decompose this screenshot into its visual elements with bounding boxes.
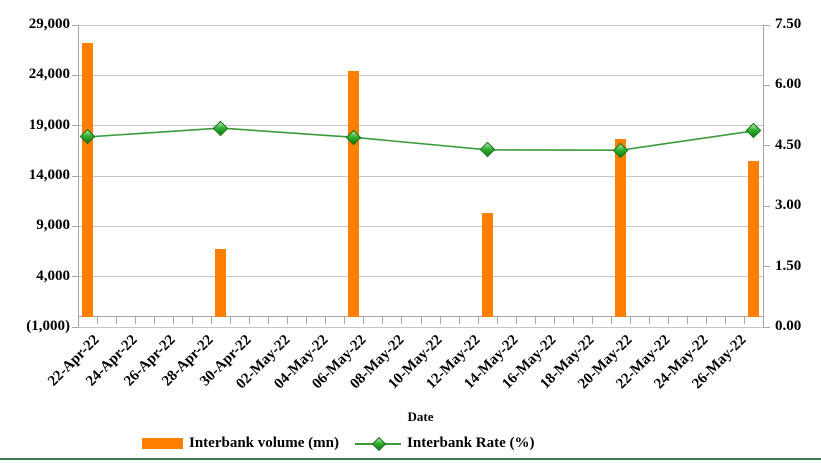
left-axis-tick [72, 24, 78, 26]
left-axis-label: 14,000 [28, 167, 70, 183]
volume-bar [82, 42, 93, 317]
x-axis-tick [743, 316, 745, 324]
legend-rate-diamond-icon [371, 436, 387, 451]
left-axis-line [78, 25, 79, 327]
x-axis-tick [401, 316, 403, 324]
x-axis-tick [363, 316, 365, 324]
left-axis-tick [72, 276, 78, 278]
x-axis-title: Date [407, 409, 434, 424]
left-axis-tick [72, 326, 78, 328]
gridline [78, 276, 763, 278]
gridline [78, 175, 763, 177]
left-axis-tick [72, 74, 78, 76]
page-bottom-border [0, 458, 821, 460]
legend-volume-swatch-icon [142, 437, 183, 449]
x-axis-tick [268, 316, 270, 324]
left-axis-label: 29,000 [28, 16, 70, 32]
x-axis-tick [249, 316, 251, 324]
right-axis-label: 3.00 [775, 197, 802, 214]
gridline [78, 326, 763, 328]
right-axis-tick [763, 145, 770, 147]
right-axis-label: 4.50 [775, 136, 802, 153]
volume-bar [215, 249, 227, 317]
x-axis-tick [496, 316, 498, 324]
x-axis-tick [382, 316, 384, 324]
x-axis-tick [591, 316, 593, 324]
x-axis-tick [572, 316, 574, 324]
x-axis-tick [439, 316, 441, 324]
x-axis-tick [211, 316, 213, 324]
x-axis-tick [705, 316, 707, 324]
volume-bar [348, 71, 360, 317]
x-axis-tick [724, 316, 726, 324]
left-axis-label: (1,000) [26, 318, 70, 334]
right-axis-line [763, 25, 764, 327]
gridline [78, 225, 763, 227]
x-axis-tick [477, 316, 479, 324]
volume-bar [614, 138, 626, 317]
legend-rate-swatch-icon [355, 436, 402, 451]
rate-marker-diamond [479, 142, 495, 158]
legend-volume-label: Interbank volume (mn) [189, 434, 340, 451]
x-axis-tick [154, 316, 156, 324]
rate-marker-diamond [212, 120, 229, 136]
left-axis-tick [72, 175, 78, 177]
legend-rate-label: Interbank Rate (%) [407, 434, 535, 451]
right-axis-label: 0.00 [775, 318, 802, 334]
x-axis-tick [458, 316, 460, 324]
left-axis-tick [72, 125, 78, 127]
x-axis-tick [629, 316, 631, 324]
left-axis-label: 4,000 [36, 267, 70, 284]
x-axis-tick [344, 316, 346, 324]
volume-bar [481, 212, 493, 317]
x-axis-tick [78, 316, 79, 324]
volume-bar [747, 160, 759, 317]
x-axis-tick [287, 316, 289, 324]
left-axis-label: 19,000 [28, 116, 70, 133]
x-axis-tick [116, 316, 118, 324]
x-axis-tick [553, 316, 555, 324]
right-axis-tick [763, 205, 770, 207]
gridline [78, 74, 763, 76]
right-axis-label: 1.50 [775, 257, 802, 274]
left-axis-label: 24,000 [28, 66, 70, 83]
x-axis-tick [667, 316, 669, 324]
right-axis-label: 7.50 [775, 16, 802, 32]
x-axis-tick [173, 316, 175, 324]
x-axis-tick [230, 316, 232, 324]
x-axis-tick [420, 316, 422, 324]
x-axis-tick [686, 316, 688, 324]
right-axis-tick [763, 24, 770, 26]
gridline [78, 24, 763, 26]
gridline [78, 125, 763, 127]
right-axis-label: 6.00 [775, 76, 802, 93]
x-axis-tick [135, 316, 137, 324]
x-axis-tick [306, 316, 308, 324]
x-axis-tick [325, 316, 327, 324]
x-axis-tick [763, 316, 764, 324]
right-axis-tick [763, 84, 770, 86]
right-axis-tick [763, 326, 770, 328]
x-axis-tick [648, 316, 650, 324]
x-axis-tick [534, 316, 536, 324]
x-axis-tick [515, 316, 517, 324]
legend: Interbank volume (mn) Interbank Rate (%) [142, 435, 535, 451]
x-axis-tick [610, 316, 612, 324]
left-axis-tick [72, 225, 78, 227]
right-axis-tick [763, 266, 770, 268]
x-axis-tick [192, 316, 194, 324]
x-axis-tick [97, 316, 99, 324]
left-axis-label: 9,000 [36, 217, 70, 234]
